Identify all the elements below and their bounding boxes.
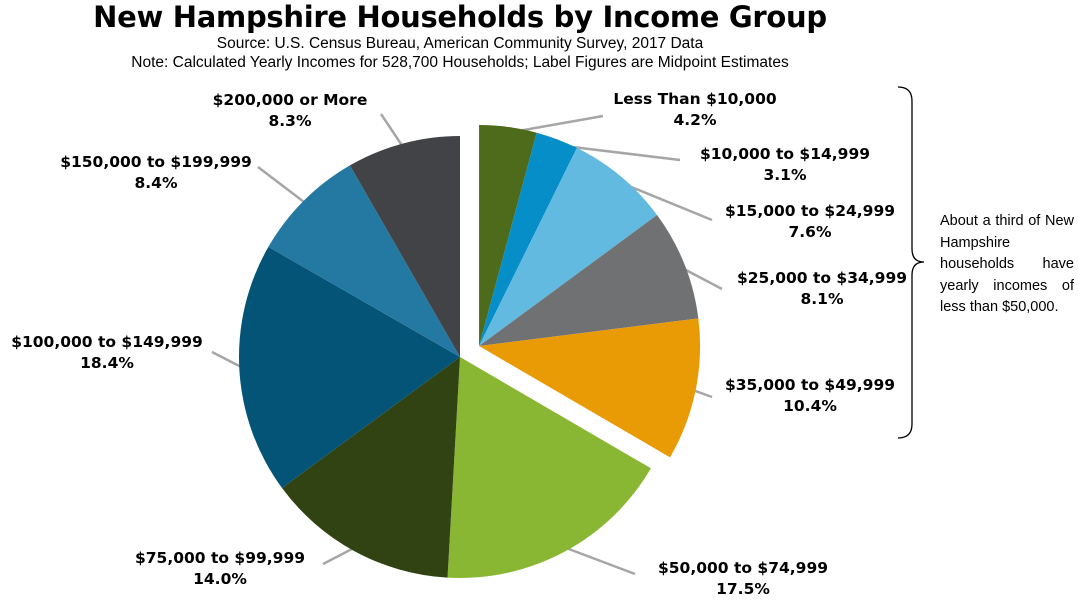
chart-method-note: Note: Calculated Yearly Incomes for 528,… (131, 54, 789, 71)
leader-line-5 (561, 545, 636, 576)
annotation-text: About a third of New Hampshire household… (940, 213, 1074, 315)
pie-slice-3 (479, 215, 699, 347)
slice-label-5: $50,000 to $74,999 (658, 559, 828, 577)
pie-slice-0 (479, 125, 537, 347)
slice-label-0: Less Than $10,000 (613, 90, 777, 108)
slice-label-2: $15,000 to $24,999 (725, 202, 895, 220)
pie-slice-2 (479, 147, 658, 347)
chart-title: New Hampshire Households by Income Group (93, 0, 827, 34)
slice-value-label-0: 4.2% (674, 111, 717, 129)
pie-slice-5 (447, 357, 651, 578)
chart-source-note: Source: U.S. Census Bureau, American Com… (216, 35, 704, 52)
pie-slice-1 (479, 132, 577, 347)
slice-label-1: $10,000 to $14,999 (700, 145, 870, 163)
slice-value-label-1: 3.1% (764, 166, 807, 184)
slice-value-label-4: 10.4% (783, 397, 837, 415)
leader-line-8 (257, 166, 309, 206)
slice-value-label-7: 18.4% (80, 354, 134, 372)
slice-value-label-8: 8.4% (135, 174, 178, 192)
slice-label-8: $150,000 to $199,999 (60, 153, 252, 171)
pie-slice-7 (239, 246, 460, 489)
slice-value-label-6: 14.0% (193, 570, 247, 588)
slice-label-9: $200,000 or More (213, 91, 368, 109)
pie-slice-9 (349, 136, 460, 357)
slice-label-4: $35,000 to $49,999 (725, 376, 895, 394)
pie-slice-8 (268, 165, 460, 357)
group-brace (897, 86, 925, 439)
pie-slice-4 (479, 318, 701, 458)
slice-value-label-9: 8.3% (269, 112, 312, 130)
slice-label-3: $25,000 to $34,999 (737, 269, 907, 287)
leader-line-9 (379, 113, 406, 150)
slice-value-label-3: 8.1% (801, 290, 844, 308)
pie-slice-6 (282, 357, 460, 578)
slice-label-7: $100,000 to $149,999 (11, 333, 203, 351)
slice-label-6: $75,000 to $99,999 (135, 549, 305, 567)
slice-value-label-5: 17.5% (716, 580, 770, 598)
slice-value-label-2: 7.6% (789, 223, 832, 241)
